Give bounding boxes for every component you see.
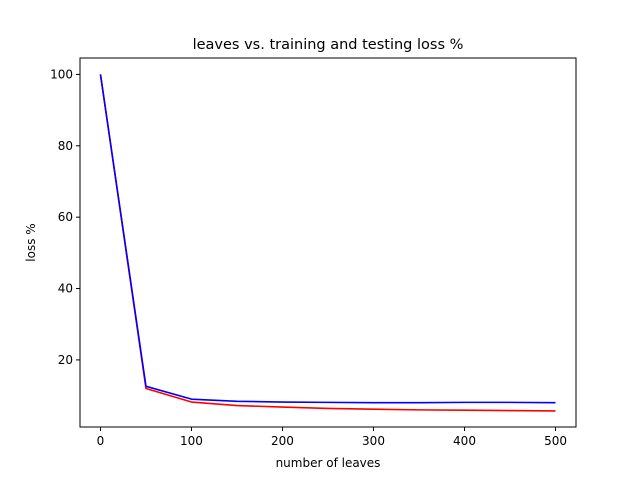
plot-frame <box>79 57 577 428</box>
x-tick-label: 200 <box>271 434 294 448</box>
y-axis: 20 40 60 80 100 <box>50 67 80 367</box>
y-tick-label: 60 <box>58 210 73 224</box>
y-tick-label: 100 <box>50 67 73 81</box>
x-tick-label: 0 <box>97 434 105 448</box>
x-tick-label: 300 <box>362 434 385 448</box>
series-line-1 <box>99 74 556 412</box>
x-tick-label: 400 <box>453 434 476 448</box>
y-tick-label: 20 <box>58 353 73 367</box>
x-axis-label: number of leaves <box>276 456 381 470</box>
y-tick-label: 40 <box>58 282 73 296</box>
x-tick-label: 100 <box>180 434 203 448</box>
chart-title: leaves vs. training and testing loss % <box>193 37 464 53</box>
y-tick-label: 80 <box>58 139 73 153</box>
y-axis-label: loss % <box>24 223 38 261</box>
x-axis: 0 100 200 300 400 500 <box>97 427 567 448</box>
series-layer <box>99 74 556 412</box>
series-line-2 <box>99 74 556 404</box>
x-tick-label: 500 <box>544 434 567 448</box>
